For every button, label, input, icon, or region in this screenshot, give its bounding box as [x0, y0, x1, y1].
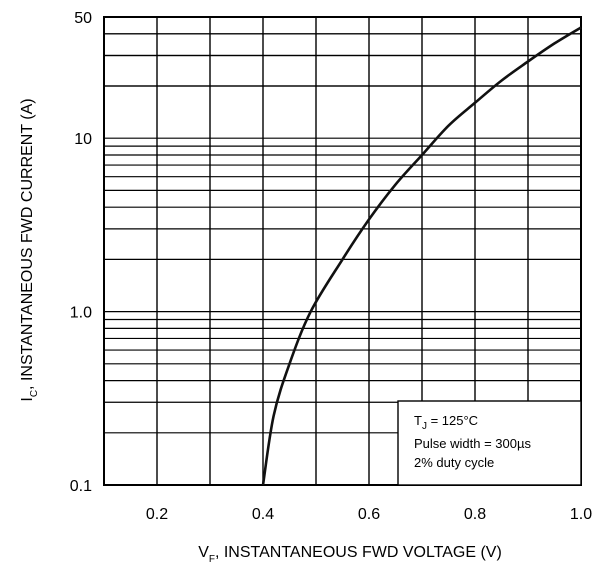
y-tick-label: 0.1	[70, 478, 92, 495]
y-tick-label: 50	[74, 10, 92, 27]
junction-temp-note: TJ = 125°C	[414, 413, 478, 432]
x-tick-labels: 0.2 0.4 0.6 0.8 1.0	[146, 506, 592, 523]
y-tick-labels: 0.1 1.0 10 50	[70, 10, 92, 495]
x-axis-label: VF, INSTANTANEOUS FWD VOLTAGE (V)	[198, 544, 502, 565]
annotation-box-background	[397, 400, 582, 486]
x-tick-label: 0.8	[464, 506, 486, 523]
x-tick-label: 1.0	[570, 506, 592, 523]
y-tick-label: 1.0	[70, 305, 92, 322]
x-tick-label: 0.2	[146, 506, 168, 523]
duty-cycle-note: 2% duty cycle	[414, 455, 494, 470]
x-tick-label: 0.4	[252, 506, 274, 523]
pulse-width-note: Pulse width = 300µs	[414, 436, 531, 451]
series-line	[261, 26, 582, 486]
y-axis-label: IC, INSTANTANEOUS FWD CURRENT (A)	[19, 98, 40, 401]
annotation-box	[397, 400, 582, 486]
y-tick-label: 10	[74, 131, 92, 148]
x-tick-label: 0.6	[358, 506, 380, 523]
test-conditions-note: TJ = 125°C Pulse width = 300µs 2% duty c…	[414, 413, 531, 470]
plot-frame	[103, 16, 582, 486]
